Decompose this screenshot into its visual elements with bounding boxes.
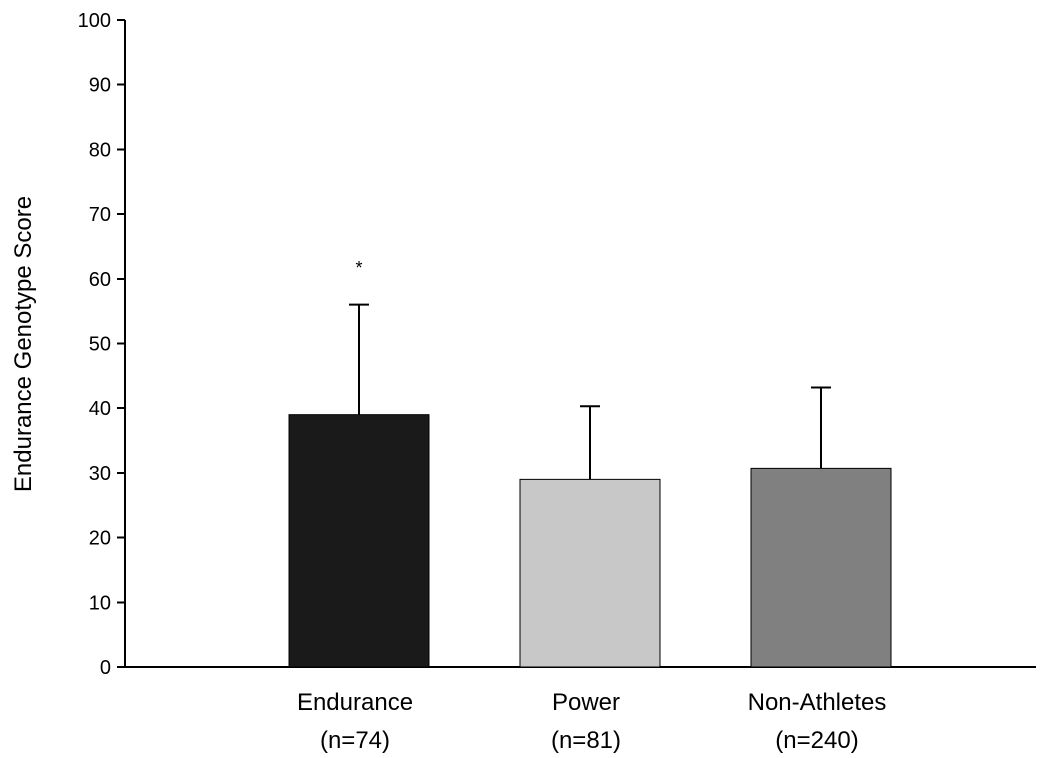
y-tick-label: 20 [89,528,111,550]
x-category-label: Endurance [297,689,413,716]
bar-endurance [288,414,430,668]
significance-marker: * [355,258,362,278]
bar-non-athletes [750,467,892,668]
y-axis-label: Endurance Genotype Score [10,196,37,492]
y-tick-label: 80 [89,139,111,161]
y-tick-label: 70 [89,204,111,226]
y-tick-label: 100 [78,10,111,32]
x-category-n-label: (n=74) [320,727,390,754]
y-tick-label: 0 [100,657,111,679]
y-axis-ticks: 0 10 20 30 40 50 60 70 80 90 100 [78,10,125,679]
y-tick-label: 40 [89,398,111,420]
y-tick-label: 50 [89,334,111,356]
x-axis-category-labels: Endurance (n=74) Power (n=81) Non-Athletes (n… [297,689,886,754]
bars [288,414,892,668]
y-tick-label: 10 [89,592,111,614]
y-tick-label: 30 [89,463,111,485]
annotations: * [355,258,362,278]
x-category-label: Power [552,689,620,716]
x-category-n-label: (n=81) [551,727,621,754]
y-tick-label: 60 [89,269,111,291]
y-tick-label: 90 [89,75,111,97]
x-category-n-label: (n=240) [775,727,858,754]
y-axis-label-group: Endurance Genotype Score [10,196,37,492]
error-bars [349,303,831,480]
x-category-label: Non-Athletes [748,689,887,716]
bar-power [519,478,661,668]
